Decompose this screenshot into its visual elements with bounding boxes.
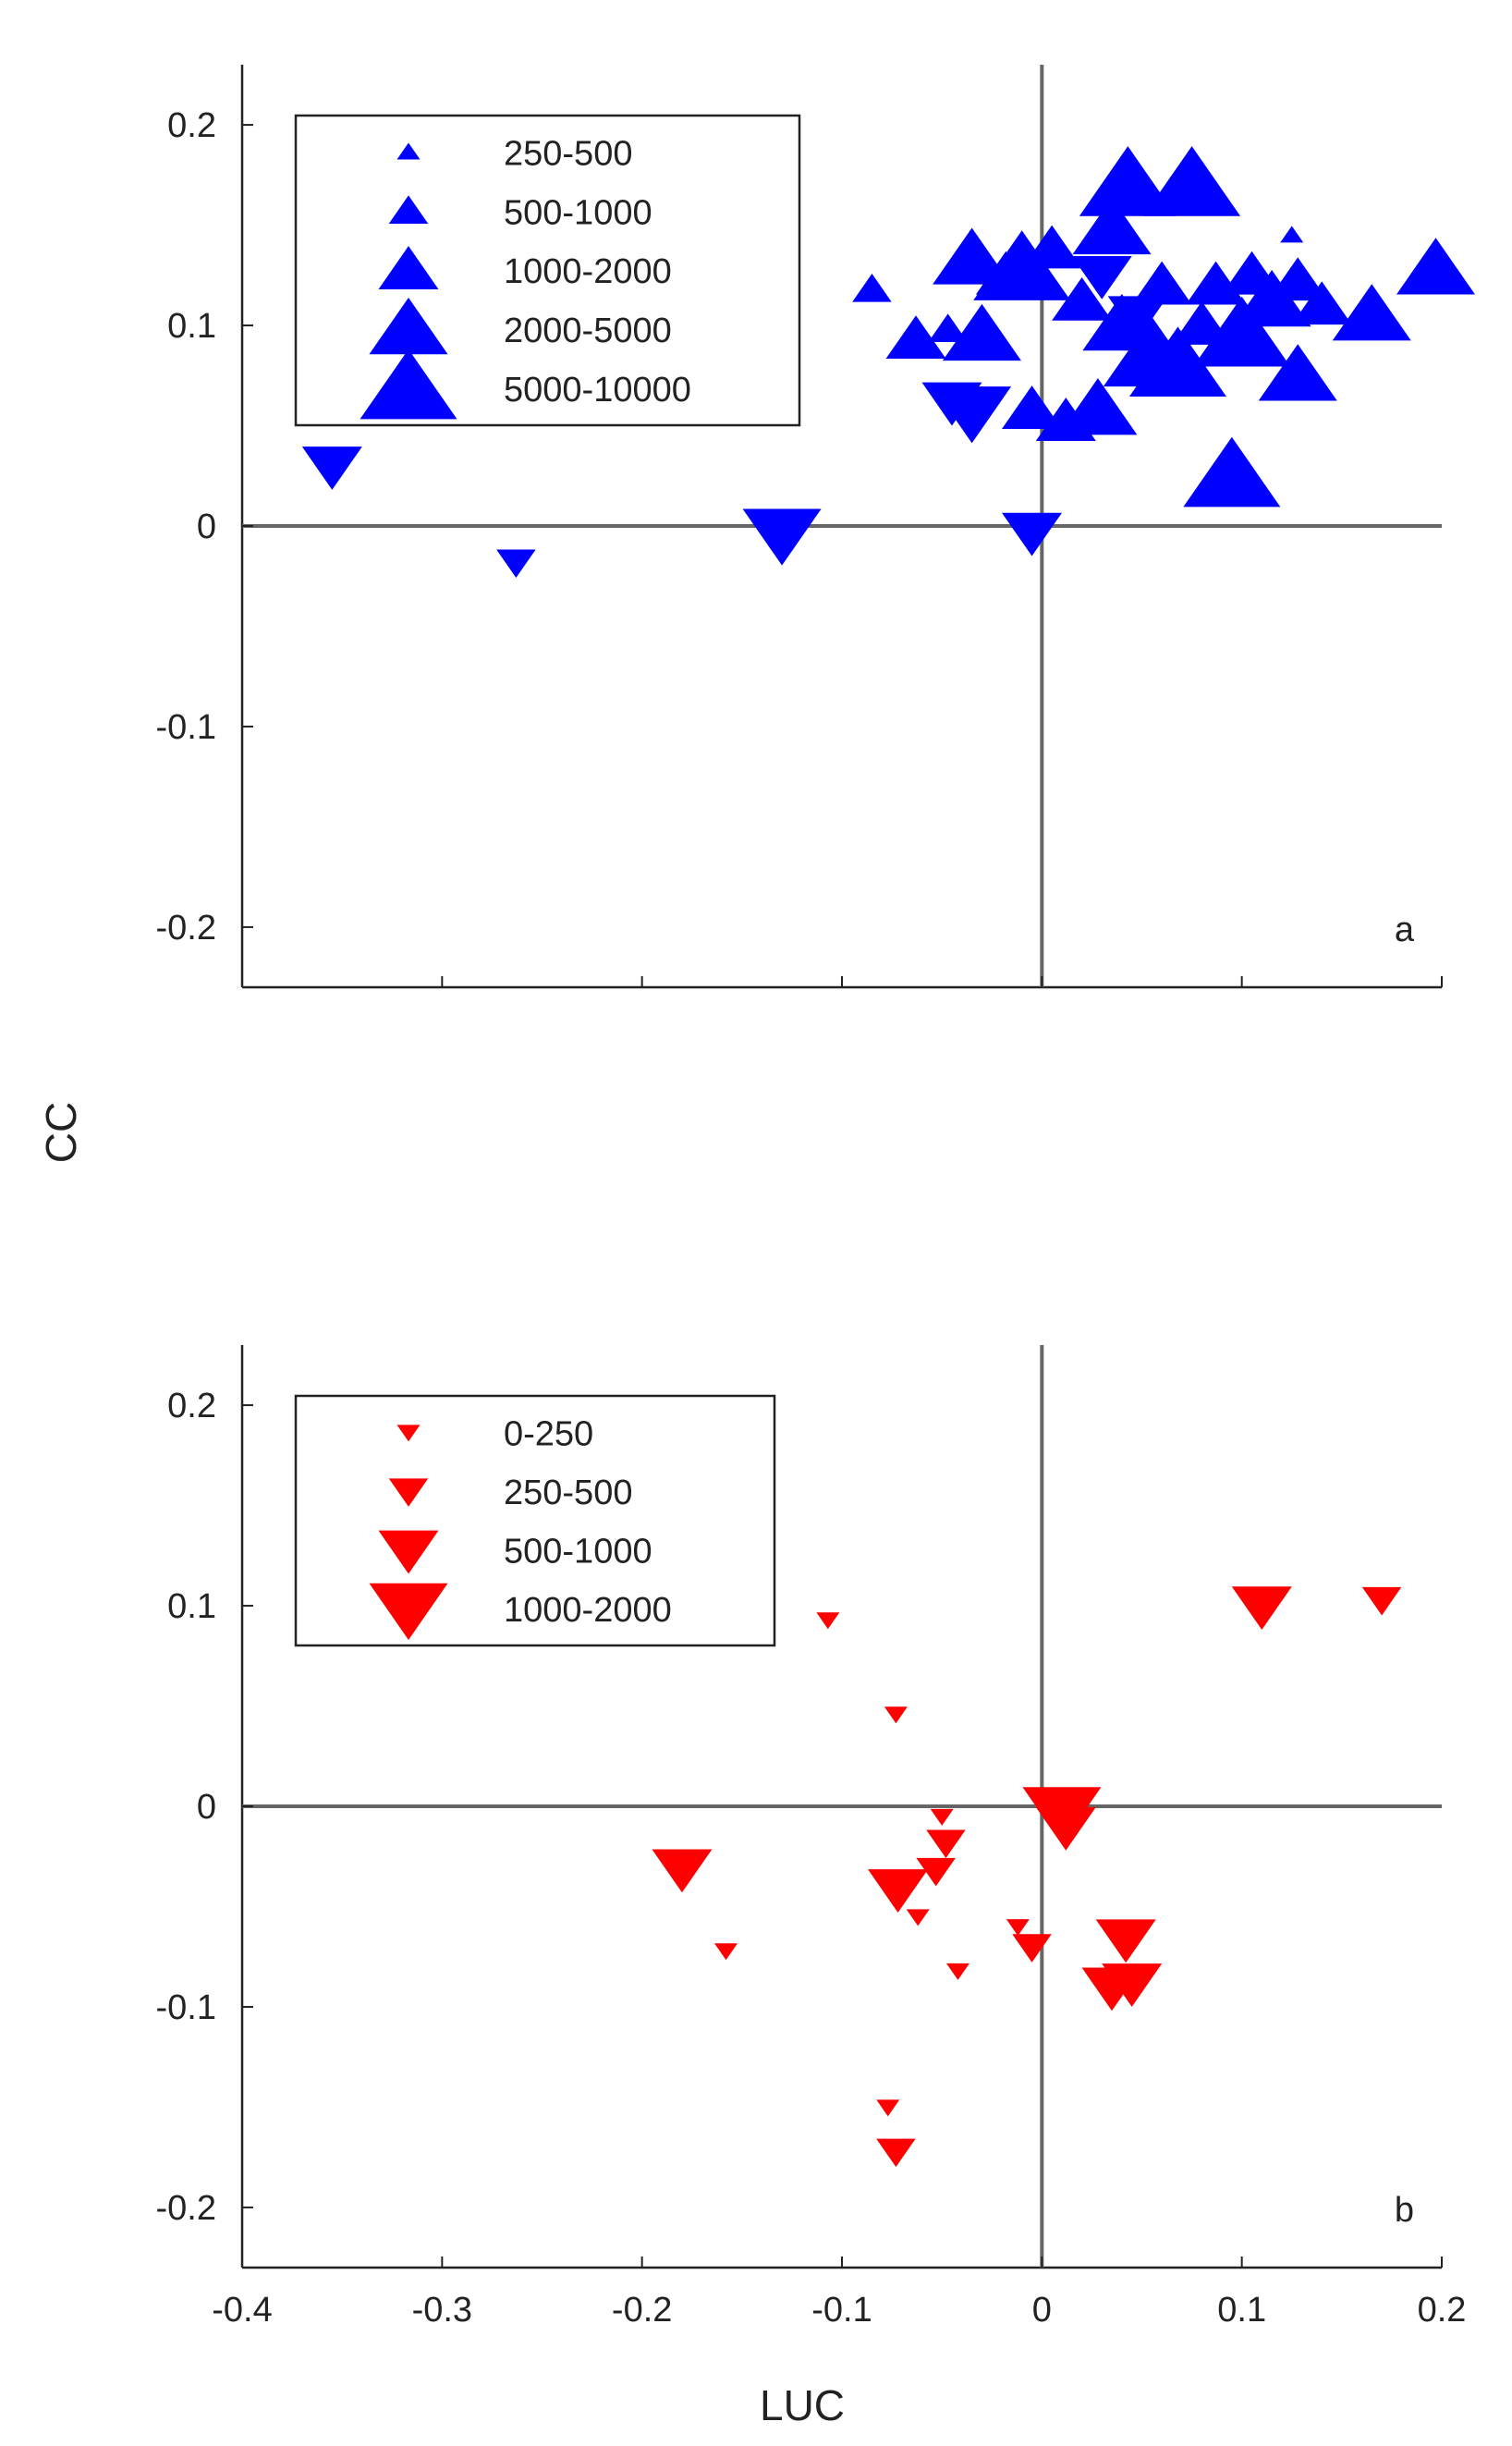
y-tick-label: 0.1 [167, 307, 216, 346]
data-point [1072, 197, 1152, 255]
legend: 250-500 500-1000 1000-2000 2000-5000 5000-10… [294, 114, 801, 427]
legend-box [294, 114, 801, 427]
data-point [1012, 1934, 1052, 1963]
legend-marker [378, 246, 439, 289]
data-point [714, 1943, 738, 1961]
legend-box [294, 1394, 776, 1647]
x-tick-label: -0.3 [412, 2291, 472, 2330]
data-point [942, 303, 1021, 361]
x-tick-label: 0.2 [1418, 2291, 1467, 2330]
data-point [742, 508, 822, 566]
data-point [885, 315, 946, 360]
x-tick-label: 0.1 [1217, 2291, 1266, 2330]
data-point [1131, 261, 1192, 305]
y-tick-label: -0.1 [156, 708, 216, 747]
legend-label: 250-500 [504, 135, 632, 174]
data-point [1002, 385, 1063, 429]
data-point [930, 1808, 954, 1826]
legend-label: 1000-2000 [504, 252, 672, 291]
x-tick-label: -0.1 [811, 2291, 872, 2330]
legend-marker [360, 349, 457, 420]
y-tick-label: 0 [197, 1788, 216, 1827]
data-point [816, 1612, 840, 1630]
legend-marker [369, 1583, 448, 1640]
legend-marker [369, 297, 448, 355]
data-point [1128, 326, 1226, 397]
y-tick-label: -0.1 [156, 1988, 216, 2027]
data-point [928, 313, 968, 342]
data-point [916, 1857, 956, 1887]
data-point [1107, 296, 1168, 340]
data-point [1231, 1586, 1292, 1631]
data-point [1052, 277, 1113, 321]
data-point [906, 1909, 930, 1926]
data-point [868, 1869, 929, 1913]
data-point [1183, 436, 1281, 508]
legend-label: 250-500 [504, 1474, 632, 1512]
data-point [1095, 1919, 1156, 1963]
data-point [1079, 146, 1177, 216]
data-point [301, 446, 362, 490]
x-tick-label: -0.2 [612, 2291, 672, 2330]
data-point [1058, 378, 1138, 435]
data-point [1361, 1586, 1402, 1616]
y-tick-label: -0.2 [156, 909, 216, 948]
legend-marker [396, 1425, 421, 1442]
data-point [973, 230, 1071, 300]
legend-label: 500-1000 [504, 1532, 652, 1571]
data-point [1291, 281, 1352, 325]
data-point [1035, 1806, 1096, 1851]
data-point [1193, 296, 1291, 367]
legend-label: 0-250 [504, 1414, 593, 1453]
data-point [1280, 226, 1304, 243]
data-point [1006, 1919, 1030, 1937]
legend-label: 5000-10000 [504, 371, 691, 410]
data-point [1143, 146, 1241, 216]
y-tick-label: 0.2 [167, 1387, 216, 1425]
data-point [496, 549, 536, 579]
data-point [1071, 256, 1132, 300]
legend-marker [378, 1530, 439, 1574]
panel-b: 0.2 0.1 0 -0.1 -0.2 -0.4 -0.3 -0.2 -0.1 0 0.1 0.2 0-… [156, 1345, 1467, 2330]
legend-label: 1000-2000 [504, 1591, 672, 1630]
data-point [1021, 225, 1082, 269]
data-point [945, 1963, 969, 1980]
y-tick-label: 0 [197, 508, 216, 546]
y-tick-label: 0.1 [167, 1587, 216, 1626]
data-point [1258, 344, 1337, 401]
x-tick-label: -0.4 [212, 2291, 272, 2330]
data-point [876, 2099, 900, 2117]
legend-marker [388, 1478, 429, 1507]
data-point [852, 273, 892, 302]
x-axis-title: LUC [760, 2381, 845, 2429]
data-point [926, 1829, 966, 1859]
data-point [1396, 238, 1476, 295]
legend-marker [396, 142, 421, 160]
data-point [1102, 1963, 1163, 2007]
data-point [652, 1849, 713, 1893]
panel-label: b [1395, 2191, 1414, 2230]
x-tick-label: 0 [1032, 2291, 1052, 2330]
data-point [1332, 284, 1411, 341]
legend: 0-250 250-500 500-1000 1000-2000 [294, 1394, 776, 1647]
panel-label: a [1395, 911, 1415, 949]
legend-marker [388, 195, 429, 224]
legend-label: 500-1000 [504, 193, 652, 232]
data-point [1002, 512, 1063, 556]
y-tick-label: 0.2 [167, 106, 216, 145]
data-point [921, 382, 982, 426]
legend-label: 2000-5000 [504, 312, 672, 350]
data-point [876, 2138, 916, 2168]
data-point [884, 1706, 908, 1724]
y-tick-label: -0.2 [156, 2189, 216, 2228]
data-point [1267, 257, 1328, 301]
panel-a: 0.20.10-0.1-0.2250-500500-10001000-20002… [156, 65, 1476, 989]
data-point [933, 227, 1012, 285]
y-axis-title: CC [37, 1102, 85, 1163]
